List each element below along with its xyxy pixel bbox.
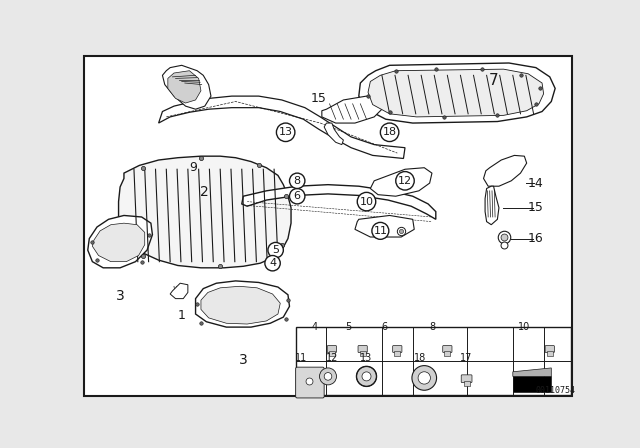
Polygon shape bbox=[485, 186, 499, 225]
Polygon shape bbox=[242, 185, 436, 220]
Text: 15: 15 bbox=[528, 201, 544, 214]
Polygon shape bbox=[118, 156, 291, 268]
Circle shape bbox=[418, 372, 431, 384]
Text: 1: 1 bbox=[178, 309, 186, 322]
Polygon shape bbox=[368, 69, 543, 117]
Text: 11: 11 bbox=[373, 226, 387, 236]
Polygon shape bbox=[168, 71, 201, 103]
Text: 12: 12 bbox=[326, 353, 338, 363]
FancyBboxPatch shape bbox=[545, 345, 554, 353]
Polygon shape bbox=[355, 215, 414, 237]
Polygon shape bbox=[92, 223, 145, 262]
Circle shape bbox=[276, 123, 295, 142]
Text: 18: 18 bbox=[414, 353, 426, 363]
Text: 13: 13 bbox=[278, 127, 292, 137]
Bar bbox=[394, 351, 401, 356]
Bar bbox=[360, 351, 365, 356]
Polygon shape bbox=[513, 368, 551, 376]
Bar bbox=[547, 351, 553, 356]
Text: 16: 16 bbox=[528, 232, 544, 245]
Text: 00110754: 00110754 bbox=[535, 386, 575, 395]
Polygon shape bbox=[371, 168, 432, 196]
Polygon shape bbox=[196, 281, 289, 327]
Polygon shape bbox=[159, 96, 405, 159]
Text: 9: 9 bbox=[189, 161, 197, 174]
Circle shape bbox=[289, 189, 305, 204]
Circle shape bbox=[356, 366, 376, 386]
Text: 4: 4 bbox=[311, 322, 317, 332]
Circle shape bbox=[289, 173, 305, 189]
Text: 17: 17 bbox=[460, 353, 473, 363]
Text: 14: 14 bbox=[528, 177, 544, 190]
Polygon shape bbox=[359, 63, 555, 123]
Text: 18: 18 bbox=[383, 127, 397, 137]
Text: 6: 6 bbox=[294, 191, 301, 201]
Circle shape bbox=[412, 366, 436, 390]
FancyBboxPatch shape bbox=[461, 375, 472, 383]
FancyBboxPatch shape bbox=[393, 345, 402, 353]
Polygon shape bbox=[322, 96, 383, 123]
FancyBboxPatch shape bbox=[443, 345, 452, 353]
FancyBboxPatch shape bbox=[296, 367, 324, 398]
Circle shape bbox=[380, 123, 399, 142]
Circle shape bbox=[265, 255, 280, 271]
Text: 11: 11 bbox=[295, 353, 307, 363]
Text: 8: 8 bbox=[429, 322, 435, 332]
Text: 10: 10 bbox=[360, 197, 374, 207]
Text: 3: 3 bbox=[116, 289, 124, 303]
Bar bbox=[513, 376, 551, 392]
Circle shape bbox=[357, 192, 376, 211]
Text: 10: 10 bbox=[518, 322, 531, 332]
Circle shape bbox=[372, 222, 389, 239]
Circle shape bbox=[324, 373, 332, 380]
Bar bbox=[329, 351, 335, 356]
Text: 4: 4 bbox=[269, 258, 276, 268]
Text: 13: 13 bbox=[360, 353, 372, 363]
Text: 2: 2 bbox=[200, 185, 209, 199]
Polygon shape bbox=[163, 65, 211, 109]
Circle shape bbox=[396, 172, 414, 190]
Text: 5: 5 bbox=[272, 245, 279, 255]
Circle shape bbox=[268, 242, 284, 258]
Text: 6: 6 bbox=[381, 322, 387, 332]
Bar bbox=[444, 351, 451, 356]
Bar bbox=[463, 381, 470, 386]
FancyBboxPatch shape bbox=[358, 345, 367, 353]
Text: 12: 12 bbox=[398, 176, 412, 186]
Text: 8: 8 bbox=[294, 176, 301, 186]
Text: 3: 3 bbox=[239, 353, 248, 367]
Circle shape bbox=[362, 372, 371, 381]
Polygon shape bbox=[324, 123, 344, 145]
Polygon shape bbox=[170, 283, 188, 299]
Polygon shape bbox=[484, 155, 527, 186]
Bar bbox=[296, 327, 572, 395]
Text: 7: 7 bbox=[489, 73, 499, 88]
Polygon shape bbox=[201, 286, 280, 324]
FancyBboxPatch shape bbox=[327, 345, 337, 353]
Text: 15: 15 bbox=[311, 92, 326, 105]
Polygon shape bbox=[88, 215, 152, 268]
Text: 5: 5 bbox=[346, 322, 352, 332]
Circle shape bbox=[319, 368, 337, 385]
